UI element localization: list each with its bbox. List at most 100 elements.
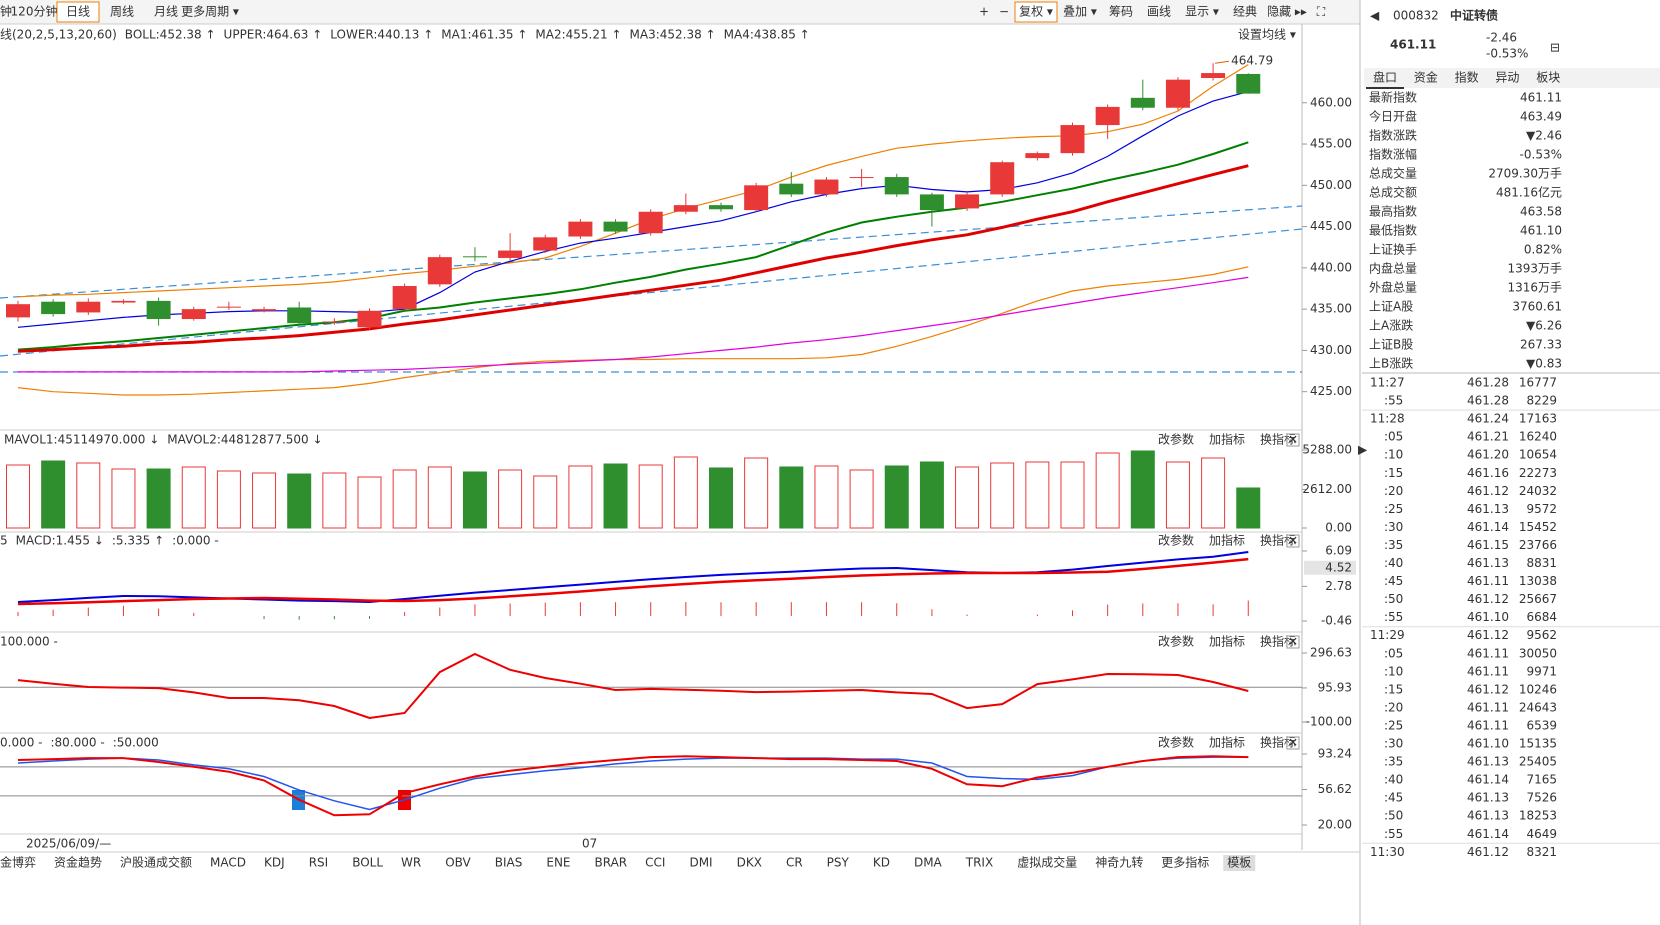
indicator-tab[interactable]: 更多指标 <box>1161 855 1209 870</box>
volume-bar <box>990 462 1015 529</box>
indicator-label: MA2:455.21 ↑ <box>535 28 621 42</box>
quote-tab[interactable]: 资金 <box>1414 70 1438 85</box>
volume-bar <box>462 471 487 529</box>
tick-price: 461.13 <box>1467 502 1509 516</box>
indicator-tab[interactable]: ENE <box>546 856 570 870</box>
close-box[interactable] <box>1286 534 1300 548</box>
indicator-tab[interactable]: WR <box>401 856 421 870</box>
tick-price: 461.11 <box>1467 664 1509 678</box>
indicator-label: MA1:461.35 ↑ <box>441 28 527 42</box>
last-price: 461.11 <box>1390 38 1436 52</box>
close-icon: ✕ <box>1288 534 1298 548</box>
panel-control[interactable]: 改参数 <box>1158 735 1194 750</box>
indicator-tab[interactable]: 神奇九转 <box>1095 855 1143 870</box>
indicator-tab[interactable]: BRAR <box>595 856 628 870</box>
panel-control[interactable]: 加指标 <box>1209 735 1245 750</box>
indicator-tab[interactable]: 模板 <box>1227 856 1251 870</box>
candle-body <box>111 300 136 303</box>
indicator-label: 100.000 - <box>0 635 58 649</box>
indicator-tab[interactable]: KD <box>873 856 890 870</box>
panel-control[interactable]: 加指标 <box>1209 634 1245 649</box>
tick-time: :45 <box>1384 791 1403 805</box>
candle-body <box>252 309 277 311</box>
tick-price: 461.12 <box>1467 592 1509 606</box>
quote-tab[interactable]: 指数 <box>1455 70 1479 85</box>
candle-body <box>1236 73 1261 94</box>
panel-control[interactable]: 改参数 <box>1158 432 1194 447</box>
indicator-tab[interactable]: 资金趋势 <box>54 855 102 870</box>
toolbar-button[interactable]: ⛶ <box>1316 5 1326 19</box>
toolbar-button[interactable]: 周线 <box>110 5 134 19</box>
indicator-tab[interactable]: CCI <box>645 856 665 870</box>
toolbar-button[interactable]: 隐藏 ▸▸ <box>1267 5 1307 19</box>
panel-control[interactable]: 加指标 <box>1209 432 1245 447</box>
tick-time: 11:29 <box>1370 628 1405 642</box>
panel-control[interactable]: 加指标 <box>1209 533 1245 548</box>
tick-price: 461.13 <box>1467 809 1509 823</box>
indicator-tab[interactable]: BIAS <box>495 856 523 870</box>
toolbar-button[interactable]: 复权 ▾ <box>1019 5 1053 19</box>
tick-volume: 25405 <box>1519 755 1557 769</box>
toolbar-button[interactable]: 显示 ▾ <box>1185 5 1219 19</box>
y-tick-label: 296.63 <box>1310 646 1352 660</box>
toolbar-button[interactable]: 叠加 ▾ <box>1063 5 1097 19</box>
price-change-pct: -0.53% <box>1486 47 1528 61</box>
y-tick-label: 460.00 <box>1310 95 1352 109</box>
tick-volume: 8229 <box>1526 394 1557 408</box>
toolbar-button[interactable]: 画线 <box>1147 5 1171 19</box>
indicator-tab[interactable]: 沪股通成交额 <box>120 855 192 870</box>
collapse-icon[interactable]: ⊟ <box>1550 41 1560 55</box>
value-marker: 4.52 <box>1325 560 1352 574</box>
volume-bar <box>1130 450 1155 529</box>
back-icon[interactable]: ◀ <box>1370 9 1380 23</box>
tick-volume: 15135 <box>1519 737 1557 751</box>
indicator-tab[interactable]: CR <box>786 856 803 870</box>
close-box[interactable] <box>1286 736 1300 750</box>
candle-body <box>392 286 417 310</box>
toolbar-button[interactable]: 月线 <box>154 5 178 19</box>
close-box[interactable] <box>1286 433 1300 447</box>
quote-label: 外盘总量 <box>1369 280 1417 295</box>
candle-body <box>462 256 487 258</box>
tick-time: :50 <box>1384 592 1403 606</box>
candle-body <box>1130 97 1155 108</box>
panel-control[interactable]: 改参数 <box>1158 634 1194 649</box>
indicator-tab[interactable]: MACD <box>210 856 246 870</box>
candle-body <box>181 309 206 320</box>
quote-tab[interactable]: 盘口 <box>1373 70 1397 85</box>
indicator-tab[interactable]: OBV <box>445 856 471 870</box>
toolbar-button[interactable]: 筹码 <box>1109 5 1133 19</box>
indicator-tab[interactable]: DMA <box>914 856 943 870</box>
toolbar-button[interactable]: 经典 <box>1233 5 1257 19</box>
y-tick-label: 20.00 <box>1318 818 1352 832</box>
quote-label: 总成交额 <box>1369 185 1417 200</box>
toolbar-button[interactable]: 120分钟 <box>11 4 58 19</box>
indicator-tab[interactable]: DKX <box>737 856 762 870</box>
quote-tab[interactable]: 板块 <box>1536 71 1560 85</box>
tick-price: 461.28 <box>1467 376 1509 390</box>
indicator-tab[interactable]: 虚拟成交量 <box>1017 855 1077 870</box>
indicator-label: :50.000 <box>113 736 159 750</box>
volume-bar <box>498 469 523 529</box>
toolbar-button[interactable]: 日线 <box>66 5 90 19</box>
tick-price: 461.12 <box>1467 628 1509 642</box>
indicator-tab[interactable]: KDJ <box>264 856 285 870</box>
settings-button[interactable]: 设置均线 ▾ <box>1238 28 1296 42</box>
toolbar-button[interactable]: + <box>979 5 989 19</box>
toolbar-button[interactable]: 钟 <box>0 4 12 19</box>
indicator-tab[interactable]: PSY <box>827 856 850 870</box>
indicator-tab[interactable]: DMI <box>689 856 712 870</box>
indicator-tab[interactable]: TRIX <box>965 856 993 870</box>
quote-tab[interactable]: 异动 <box>1495 71 1519 85</box>
candle-body <box>1095 106 1120 126</box>
close-box[interactable] <box>1286 635 1300 649</box>
expand-icon[interactable]: ▶ <box>1358 443 1368 457</box>
indicator-tab[interactable]: BOLL <box>352 856 383 870</box>
toolbar-button[interactable]: − <box>999 5 1009 19</box>
panel-control[interactable]: 改参数 <box>1158 533 1194 548</box>
tick-time: :15 <box>1384 682 1403 696</box>
indicator-tab[interactable]: RSI <box>309 856 329 870</box>
candle-body <box>6 304 30 318</box>
indicator-tab[interactable]: 金博弈 <box>0 855 36 870</box>
toolbar-button[interactable]: 更多周期 ▾ <box>181 5 239 19</box>
